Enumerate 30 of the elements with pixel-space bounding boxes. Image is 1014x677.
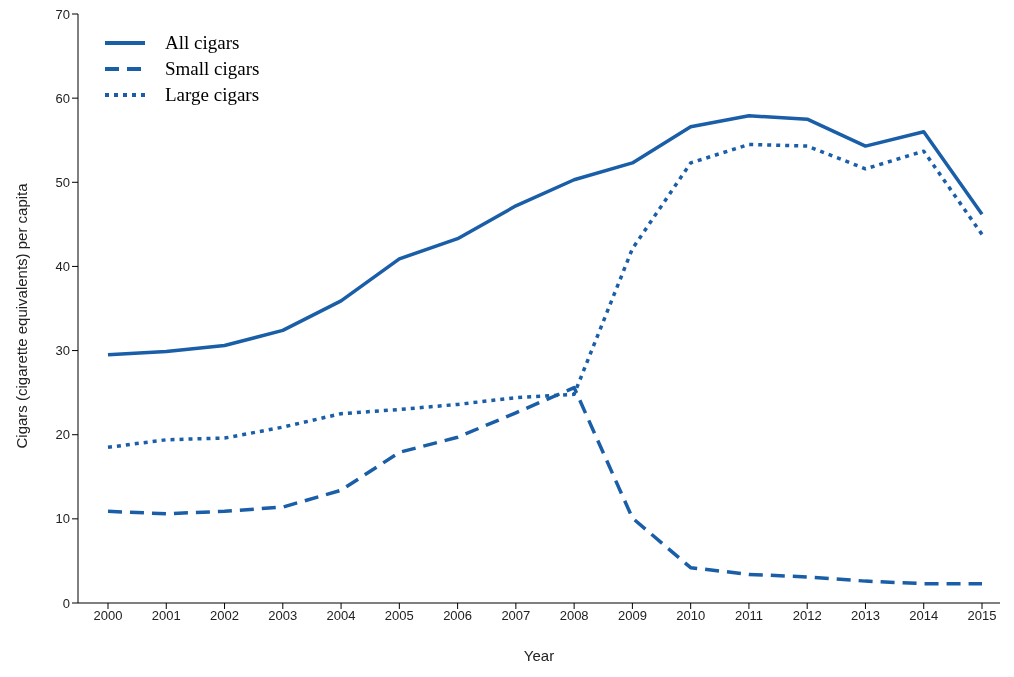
x-tick-label: 2015	[967, 608, 997, 624]
x-tick-label: 2009	[617, 608, 647, 624]
x-tick-label: 2002	[210, 608, 239, 624]
x-tick-label: 2010	[676, 608, 706, 624]
legend-label: Large cigars	[165, 83, 260, 107]
x-axis-title: Year	[523, 647, 555, 664]
x-tick-label: 2000	[93, 608, 123, 624]
legend-label: All cigars	[165, 31, 240, 55]
x-tick-label: 2006	[443, 608, 473, 624]
y-tick-label: 0	[62, 595, 70, 611]
y-tick-label: 70	[55, 6, 70, 22]
y-tick-label: 30	[55, 343, 70, 359]
x-tick-label: 2014	[909, 608, 939, 624]
x-tick-label: 2008	[559, 608, 589, 624]
y-tick-label: 60	[55, 90, 70, 106]
x-tick-label: 2011	[734, 608, 763, 624]
x-tick-label: 2012	[792, 608, 822, 624]
y-tick-label: 10	[55, 511, 70, 527]
x-tick-label: 2003	[268, 608, 298, 624]
x-tick-label: 2004	[326, 608, 356, 624]
x-tick-label: 2007	[501, 608, 531, 624]
line-series	[106, 114, 984, 357]
y-tick-label: 40	[55, 259, 70, 275]
y-axis-title: Cigars (cigarette equivalents) per capita	[13, 182, 31, 449]
legend-label: Small cigars	[165, 57, 260, 81]
x-tick-label: 2005	[384, 608, 414, 624]
y-tick-label: 20	[55, 427, 70, 443]
y-tick-label: 50	[55, 174, 70, 190]
x-tick-label: 2013	[851, 608, 880, 624]
x-tick-label: 2001	[151, 608, 181, 624]
